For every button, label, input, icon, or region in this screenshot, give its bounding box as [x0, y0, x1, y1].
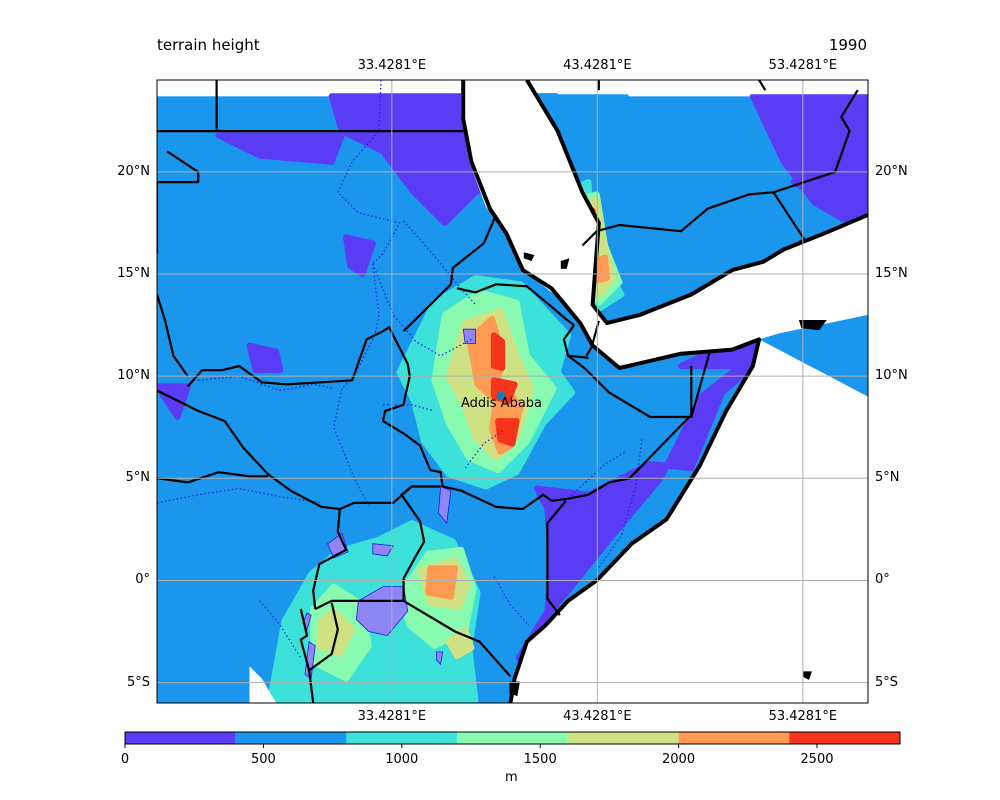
colorbar-tick-label: 1500 — [523, 752, 557, 767]
border-uganda-south-sudan — [354, 485, 413, 504]
border-car-drc — [157, 471, 268, 484]
river-shabelle — [596, 439, 643, 571]
river-white-nile — [333, 263, 380, 506]
rwanda-upland — [316, 608, 356, 657]
river-atbara — [403, 220, 476, 306]
colorbar-segment — [125, 732, 236, 744]
indian-ocean — [508, 339, 868, 703]
top-sea-strip — [557, 80, 868, 95]
river-bahr-el-ghazal — [198, 375, 334, 392]
coastline-african — [461, 80, 762, 703]
lat-tick-label-right: 15°N — [875, 266, 908, 282]
socotra-island — [798, 320, 827, 331]
map-year-label: 1990 — [828, 36, 867, 54]
river-congo-east — [259, 600, 302, 659]
colorbar-tick-label: 1000 — [385, 752, 419, 767]
darfur-lowland — [246, 342, 284, 374]
border-qatar — [758, 80, 767, 91]
border-ethiopia-somalia-kenya — [442, 354, 691, 511]
border-chad-sudan — [157, 294, 189, 377]
border-eritrea-ethiopia — [456, 283, 575, 326]
bale-peak — [495, 418, 520, 447]
colorbar-frame — [124, 731, 901, 745]
map-title: terrain height — [157, 36, 260, 54]
lat-tick-label-left: 15°N — [117, 266, 150, 282]
border-kenya-somalia — [546, 500, 567, 616]
lake-tanganyika-south — [249, 666, 277, 703]
lat-tick-label-right: 5°N — [875, 470, 900, 486]
kenya-highland-peak — [425, 565, 458, 600]
border-sudan-eritrea-ethiopia — [402, 214, 498, 332]
border-tanzania-drc — [308, 670, 315, 703]
lon-tick-label-top: 33.4281°E — [357, 58, 427, 73]
city-marker — [496, 391, 506, 401]
borders-layer — [157, 80, 868, 703]
border-saudi-oman — [773, 89, 859, 194]
terrain-fill-layer — [157, 80, 868, 703]
dahlak-island — [523, 252, 535, 262]
lon-tick-label-top: 43.4281°E — [563, 58, 632, 73]
lat-tick-label-right: 20°N — [875, 163, 908, 179]
border-somaliland — [690, 351, 711, 419]
red-sea-gulf-of-aden — [461, 80, 868, 366]
colorbar — [124, 731, 901, 748]
lake-victoria — [355, 586, 409, 637]
lon-tick-label-top: 53.4281°E — [768, 58, 838, 73]
river-sobat — [383, 404, 435, 412]
colorbar-segment — [789, 732, 900, 744]
seychelles-island — [803, 671, 812, 680]
map-frame — [156, 79, 869, 704]
lat-tick-label-right: 0° — [875, 572, 890, 588]
border-saudi-yemen-oman — [581, 191, 806, 255]
darfur-plateau — [157, 220, 304, 306]
lat-tick-label-left: 5°S — [126, 674, 150, 690]
colorbar-unit-label: m — [505, 770, 518, 785]
colorbar-tick-label: 2500 — [800, 752, 834, 767]
border-djibouti-coast — [585, 344, 594, 357]
red-sea-island — [560, 258, 570, 269]
lat-tick-label-right: 5°S — [875, 674, 899, 690]
lat-tick-label-left: 10°N — [117, 368, 150, 384]
colorbar-segment — [235, 732, 347, 744]
oman-lowland — [791, 179, 868, 226]
city-layer: Addis Ababa — [461, 391, 542, 411]
lake-tana — [462, 328, 476, 344]
lat-tick-label-left: 5°N — [125, 470, 151, 486]
border-kenya-tanzania — [403, 599, 512, 678]
lat-tick-label-left: 20°N — [117, 163, 150, 179]
lon-tick-label-bottom: 53.4281°E — [768, 709, 838, 724]
gridlines-layer — [157, 80, 868, 703]
lake-kyoga — [372, 543, 394, 557]
border-uganda-drc — [312, 508, 348, 610]
river-nile-main — [337, 80, 401, 265]
border-south-sudan-car-drc — [157, 389, 355, 511]
lat-tick-label-right: 10°N — [875, 368, 908, 384]
river-juba — [567, 451, 626, 500]
border-uganda-tanzania — [314, 599, 404, 610]
city-label: Addis Ababa — [461, 396, 542, 411]
river-tana-ke — [493, 576, 530, 626]
colorbar-tick-label: 2000 — [662, 752, 696, 767]
lat-tick-label-left: 0° — [135, 572, 150, 588]
colorbar-segment — [567, 732, 679, 744]
lake-eyasi — [436, 651, 444, 666]
simien-peak — [491, 332, 506, 371]
river-blue-nile — [372, 263, 472, 357]
colorbar-tick-label: 0 — [120, 752, 130, 767]
border-djibouti — [562, 324, 589, 359]
lake-turkana — [438, 485, 452, 525]
colorbar-segment — [346, 732, 458, 744]
lon-tick-label-bottom: 33.4281°E — [357, 709, 427, 724]
colorbar-segment — [678, 732, 790, 744]
hydrography-layer — [157, 80, 643, 680]
egypt-lowland — [215, 132, 345, 165]
colorbar-segment — [457, 732, 568, 744]
border-sudan-south-sudan-ethiopia — [186, 326, 444, 487]
colorbar-tick-label: 500 — [250, 752, 276, 767]
lon-tick-label-bottom: 43.4281°E — [563, 709, 632, 724]
